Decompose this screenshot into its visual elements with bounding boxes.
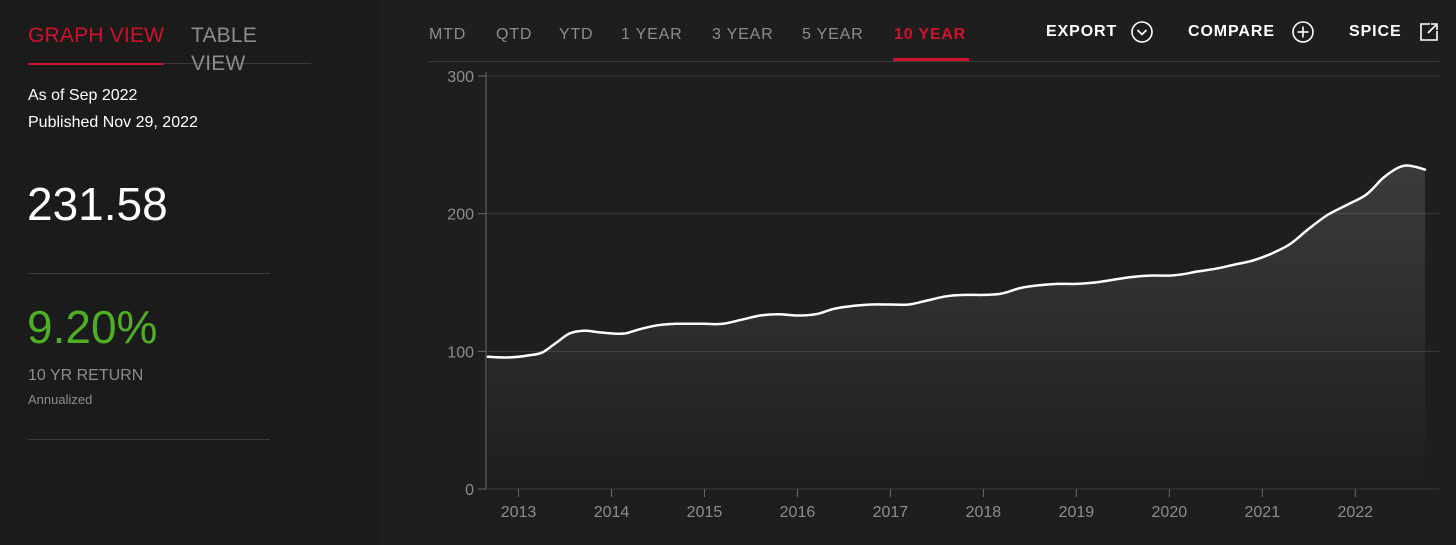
chevron-down-circle-icon[interactable] <box>1130 20 1154 44</box>
export-button[interactable]: EXPORT <box>1046 23 1118 40</box>
series-line <box>486 164 1427 359</box>
range-tab-3-year[interactable]: 3 YEAR <box>712 26 774 43</box>
x-tick-label: 2016 <box>780 504 816 521</box>
x-tick-label: 2017 <box>873 504 909 521</box>
tab-graph-view[interactable]: GRAPH VIEW <box>28 22 165 65</box>
return-value: 9.20% <box>27 301 158 353</box>
compare-button[interactable]: COMPARE <box>1188 23 1275 40</box>
index-value: 231.58 <box>27 178 168 230</box>
range-tab-1-year[interactable]: 1 YEAR <box>621 26 683 43</box>
range-tab-mtd[interactable]: MTD <box>429 26 467 43</box>
y-tick-label: 100 <box>447 344 474 361</box>
tab-table-view[interactable]: TABLE VIEW <box>191 24 257 75</box>
y-tick-label: 300 <box>447 69 474 86</box>
tabs-divider <box>428 61 1439 62</box>
return-label: 10 YR RETURN <box>28 367 144 384</box>
x-tick-label: 2015 <box>687 504 723 521</box>
x-tick-label: 2022 <box>1337 504 1373 521</box>
range-tab-ytd[interactable]: YTD <box>559 26 594 43</box>
spice-link[interactable]: SPICE <box>1349 23 1402 40</box>
range-tab-qtd[interactable]: QTD <box>496 26 533 43</box>
x-tick-label: 2018 <box>966 504 1002 521</box>
published-date: Published Nov 29, 2022 <box>28 114 198 131</box>
x-tick-label: 2020 <box>1152 504 1188 521</box>
plus-circle-icon[interactable] <box>1291 20 1315 44</box>
divider <box>28 273 270 274</box>
active-range-indicator <box>893 58 969 61</box>
return-sub-label: Annualized <box>28 392 93 407</box>
divider <box>28 439 270 440</box>
view-tabs: GRAPH VIEW TABLE VIEW <box>28 22 311 75</box>
range-tab-5-year[interactable]: 5 YEAR <box>802 26 864 43</box>
external-link-icon[interactable] <box>1417 20 1441 44</box>
summary-sidebar: GRAPH VIEW TABLE VIEW As of Sep 2022 Pub… <box>0 0 380 545</box>
y-tick-label: 0 <box>465 482 474 499</box>
x-tick-label: 2013 <box>501 504 537 521</box>
series-area <box>487 165 1425 489</box>
index-chart: 0 100 200 300 2013 2014 2015 2016 2017 2018 2019 2… <box>447 69 1439 521</box>
x-tick-label: 2021 <box>1245 504 1281 521</box>
y-tick-label: 200 <box>447 207 474 224</box>
range-tab-10-year[interactable]: 10 YEAR <box>894 26 967 43</box>
as-of-date: As of Sep 2022 <box>28 87 138 104</box>
x-tick-label: 2014 <box>594 504 630 521</box>
x-tick-label: 2019 <box>1059 504 1095 521</box>
